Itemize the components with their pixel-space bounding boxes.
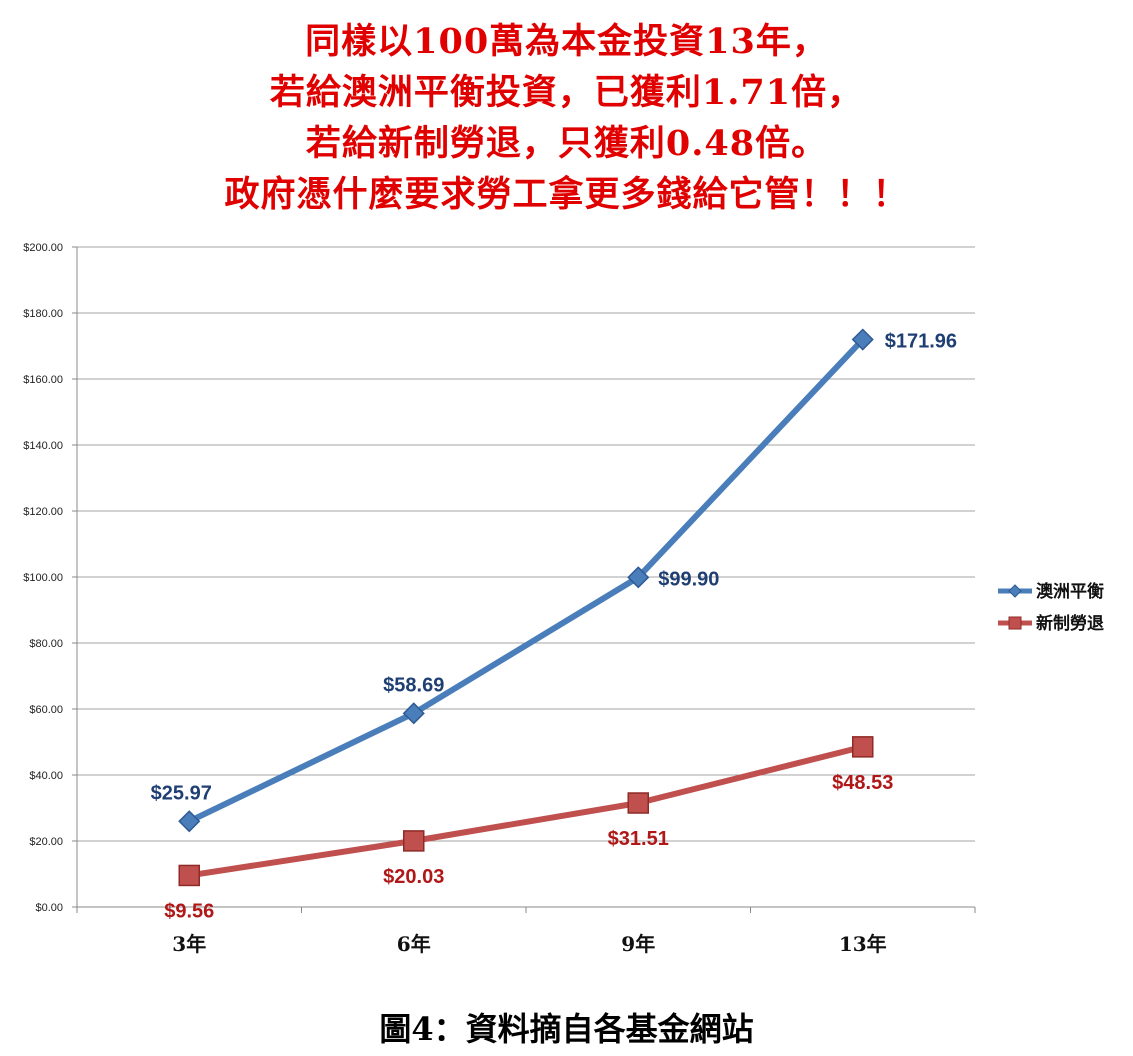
data-point xyxy=(852,736,874,758)
title-line-4: 政府憑什麼要求勞工拿更多錢給它管！！！ xyxy=(224,174,909,215)
y-tick-label: $80.00 xyxy=(29,638,63,650)
x-tick-label: 6年 xyxy=(397,932,431,956)
title-line-3: 若給新制勞退，只獲利0.48倍。 xyxy=(305,123,828,164)
data-label: $31.51 xyxy=(608,828,669,850)
series-1: $25.97 $58.69 $99.90 $171.96 xyxy=(151,328,957,833)
x-tick-label: 3年 xyxy=(172,932,206,956)
y-tick-label: $40.00 xyxy=(29,770,63,782)
series-group: $25.97 $58.69 $99.90 $171.96 $9.56 $20.03 $31.… xyxy=(151,328,957,922)
data-label: $9.56 xyxy=(164,900,214,922)
y-tick-label: $60.00 xyxy=(29,704,63,716)
data-label: $25.97 xyxy=(151,782,212,804)
y-tick-label: $20.00 xyxy=(29,836,63,848)
x-tick-label: 9年 xyxy=(621,932,655,956)
data-point xyxy=(402,702,425,725)
legend-label: 澳洲平衡 xyxy=(1036,581,1104,602)
data-point xyxy=(627,566,650,589)
data-label: $20.03 xyxy=(383,866,444,888)
title-line-1: 同樣以100萬為本金投資13年， xyxy=(305,21,828,62)
series-line xyxy=(186,743,866,879)
data-point xyxy=(851,328,874,351)
x-axis: 3年 6年 9年 13年 xyxy=(76,907,976,956)
y-tick-label: $100.00 xyxy=(23,572,63,584)
y-tick-label: $200.00 xyxy=(23,242,63,254)
series-line xyxy=(186,336,866,825)
figure-caption: 圖4：資料摘自各基金網站 xyxy=(379,1010,754,1048)
y-tick-label: $160.00 xyxy=(23,374,63,386)
legend-marker xyxy=(1008,616,1022,630)
data-point xyxy=(403,830,425,852)
line-chart: $0.00 $20.00 $40.00 $60.00 $80.00 $100.00 $120… xyxy=(23,242,1104,956)
data-label: $99.90 xyxy=(658,568,719,590)
y-tick-label: $120.00 xyxy=(23,506,63,518)
y-tick-label: $140.00 xyxy=(23,440,63,452)
data-label: $58.69 xyxy=(383,674,444,696)
data-point xyxy=(627,792,649,814)
y-tick-label: $0.00 xyxy=(35,902,63,914)
data-point xyxy=(178,810,201,833)
legend-label: 新制勞退 xyxy=(1036,613,1104,634)
x-tick-label: 13年 xyxy=(839,932,887,956)
y-axis: $0.00 $20.00 $40.00 $60.00 $80.00 $100.00 $120… xyxy=(23,242,78,914)
data-label: $171.96 xyxy=(885,331,957,353)
series-2: $9.56 $20.03 $31.51 $48.53 xyxy=(164,736,893,922)
data-label: $48.53 xyxy=(832,772,893,794)
data-point xyxy=(178,864,200,887)
title-line-2: 若給澳洲平衡投資，已獲利1.71倍， xyxy=(269,72,864,113)
y-tick-label: $180.00 xyxy=(23,308,63,320)
chart-title: 同樣以100萬為本金投資13年， 若給澳洲平衡投資，已獲利1.71倍， 若給新制… xyxy=(0,16,1133,220)
legend-marker xyxy=(1008,584,1022,598)
